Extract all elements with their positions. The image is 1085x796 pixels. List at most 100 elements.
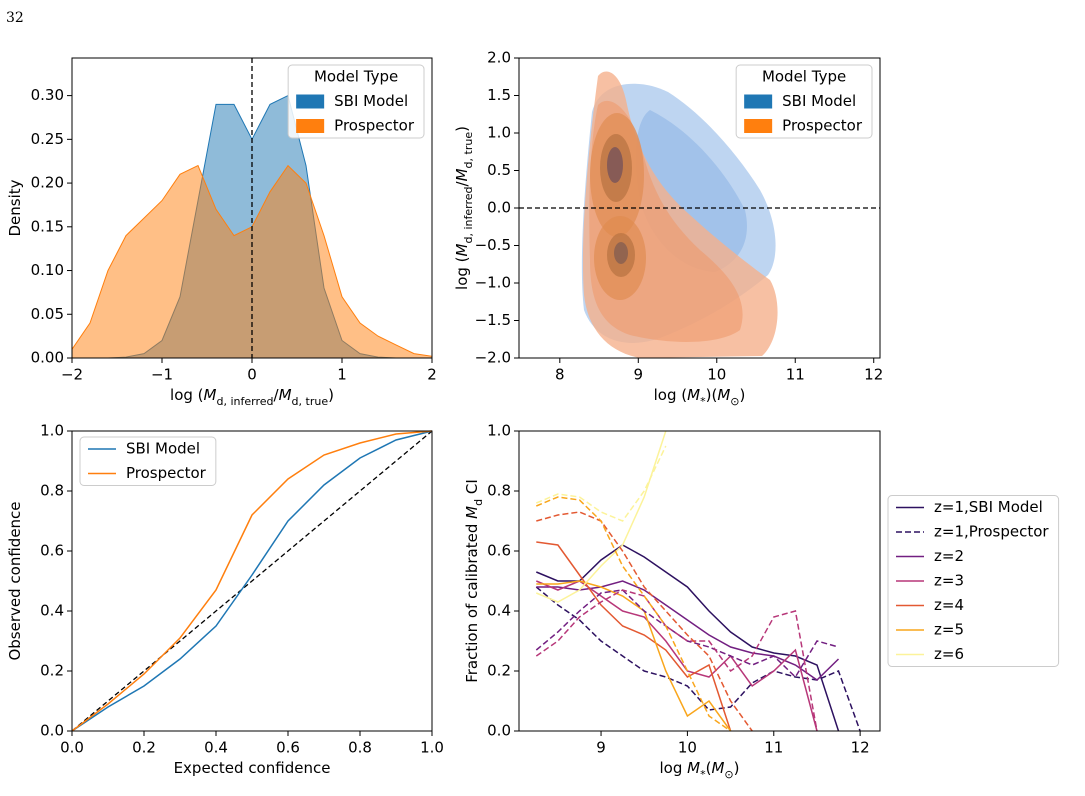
y-axis-label: log (Md, inferred/Md, true) [453, 126, 475, 290]
label-part: M [453, 243, 471, 256]
y-tick-label: 0.15 [31, 217, 64, 235]
x-axis-label: log M*(M⊙) [660, 759, 740, 781]
x-tick-label: 0.4 [204, 739, 228, 757]
label-part: M [687, 759, 700, 777]
label-part: M [204, 386, 217, 404]
label-part: ( [706, 759, 712, 777]
y-tick-label: 0.2 [487, 662, 511, 680]
x-tick-label: 11 [764, 739, 783, 757]
label-part: * [700, 395, 706, 408]
label-part: d, true [462, 132, 475, 169]
y-tick-label: 0.20 [31, 174, 64, 192]
series-line [536, 511, 753, 732]
legend-box [887, 495, 1060, 667]
legend-label: SBI Model [126, 440, 200, 458]
label-part: Observed confidence [6, 501, 24, 660]
series-line [536, 541, 732, 732]
y-tick-label: 0.0 [40, 722, 64, 740]
legend: z=1,SBI Model z=1,Prospector z=2 z=3 z=4 z=5 z… [887, 495, 1060, 667]
series-line [536, 580, 818, 732]
y-tick-label: 0.30 [31, 86, 64, 104]
y-tick-label: 2.0 [487, 49, 511, 67]
y-tick-label: 0.6 [487, 542, 511, 560]
x-tick-label: −1 [151, 366, 173, 384]
y-tick-label: 0.6 [40, 542, 64, 560]
x-tick-label: 1 [337, 366, 347, 384]
x-tick-label: 0.8 [348, 739, 372, 757]
y-tick-label: 0.25 [31, 130, 64, 148]
legend: Model Type SBI Model Prospector [287, 64, 425, 139]
label-part: ) [739, 386, 745, 404]
y-tick-label: 0.8 [40, 482, 64, 500]
y-tick-label: 0.0 [487, 199, 511, 217]
y-tick-label: −0.5 [475, 236, 511, 254]
prospector-contour [614, 242, 628, 264]
x-axis-label: log (M*)(M⊙) [654, 386, 746, 408]
series-line [536, 580, 732, 732]
legend: Model Type SBI Model Prospector [735, 64, 873, 139]
legend-label: z=4 [934, 596, 964, 614]
label-part: Fraction of calibrated [463, 519, 481, 683]
x-tick-label: 9 [596, 739, 606, 757]
label-part: * [700, 768, 706, 781]
y-tick-label: 1.0 [487, 422, 511, 440]
legend-swatch [744, 94, 773, 109]
x-tick-label: 10 [678, 739, 697, 757]
label-part: log ( [453, 256, 471, 290]
y-tick-label: 1.5 [487, 86, 511, 104]
axes-frame [518, 430, 881, 732]
y-tick-label: 1.0 [487, 124, 511, 142]
label-part: d, inferred [217, 395, 274, 408]
y-axis-label: Fraction of calibrated Md CI [463, 479, 485, 683]
x-tick-label: 0.6 [276, 739, 300, 757]
x-tick-label: 10 [707, 366, 726, 384]
legend-swatch [744, 119, 773, 133]
legend-swatch [296, 119, 325, 133]
x-axis-label: log (Md, inferred/Md, true) [170, 386, 334, 408]
series-line [536, 445, 667, 522]
x-tick-label: 0 [247, 366, 257, 384]
series-line [71, 430, 433, 732]
label-part: M [687, 386, 700, 404]
label-part: log ( [654, 386, 688, 404]
x-tick-label: 0.2 [132, 739, 156, 757]
label-part: ⊙ [730, 395, 739, 408]
y-tick-label: −1.5 [475, 311, 511, 329]
series-line [535, 589, 839, 679]
series-line [535, 586, 861, 732]
y-tick-label: 0.2 [40, 662, 64, 680]
y-tick-label: 0.10 [31, 261, 64, 279]
x-tick-label: −2 [61, 366, 83, 384]
legend-label: z=1,Prospector [934, 523, 1049, 541]
legend-label: z=2 [934, 547, 964, 565]
y-tick-label: 1.0 [40, 422, 64, 440]
y-tick-label: 0.00 [31, 349, 64, 367]
label-part: M [279, 386, 292, 404]
x-tick-label: 11 [786, 366, 805, 384]
label-part: ) [328, 386, 334, 404]
legend-label: SBI Model [782, 92, 856, 110]
y-tick-label: −1.0 [475, 274, 511, 292]
series-line [536, 496, 732, 732]
label-part: log ( [170, 386, 204, 404]
axes-frame [71, 430, 433, 732]
series-line [536, 580, 840, 681]
x-tick-label: 1.0 [420, 739, 444, 757]
label-part: d, inferred [462, 186, 475, 243]
y-axis-label: Density [6, 179, 24, 236]
label-part: M [711, 759, 724, 777]
label-part: CI [463, 479, 481, 499]
x-tick-label: 8 [555, 366, 565, 384]
series-line [71, 430, 433, 732]
legend-label: z=1,SBI Model [934, 498, 1043, 516]
label-part: Expected confidence [174, 759, 331, 777]
y-axis-label: Observed confidence [6, 501, 24, 660]
x-axis-label: Expected confidence [174, 759, 331, 777]
label-part: ⊙ [724, 768, 733, 781]
label-part: Density [6, 179, 24, 236]
y-tick-label: 0.4 [487, 602, 511, 620]
legend-label: z=6 [934, 645, 964, 663]
label-part: d, true [292, 395, 329, 408]
y-tick-label: 0.0 [487, 722, 511, 740]
